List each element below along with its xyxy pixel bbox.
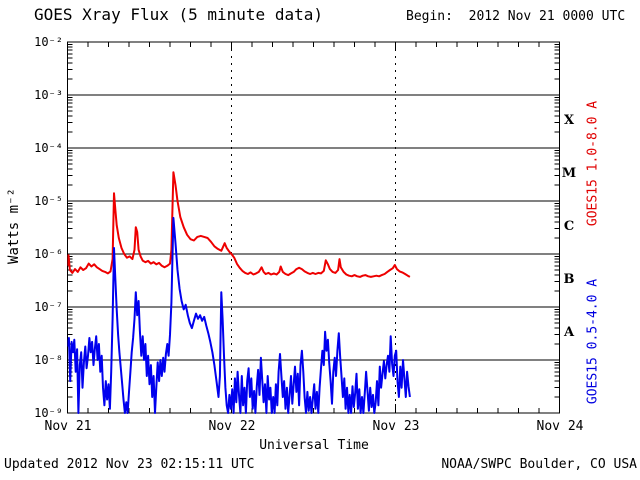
y-tick-1e-3: 10⁻³	[34, 88, 63, 102]
y-axis-title: Watts m⁻²	[6, 188, 22, 264]
y-tick-1e-8: 10⁻⁸	[34, 353, 63, 367]
flare-class-m: M	[561, 166, 577, 181]
flare-class-a: A	[563, 325, 575, 340]
flare-class-b: B	[563, 272, 575, 287]
updated-timestamp: Updated 2012 Nov 23 02:15:11 UTC	[4, 457, 255, 472]
y-tick-1e-4: 10⁻⁴	[34, 141, 63, 155]
y-tick-1e-9: 10⁻⁹	[34, 406, 63, 420]
x-axis-title: Universal Time	[259, 438, 369, 453]
source-credit: NOAA/SWPC Boulder, CO USA	[441, 457, 637, 472]
y-tick-1e-6: 10⁻⁶	[34, 247, 63, 261]
series-label-long-channel: GOES15 1.0-8.0 A	[585, 100, 601, 227]
x-tick-nov21: Nov 21	[44, 419, 92, 434]
y-tick-1e-2: 10⁻²	[34, 35, 63, 49]
y-tick-1e-7: 10⁻⁷	[34, 300, 63, 314]
x-tick-nov22: Nov 22	[208, 419, 256, 434]
series-label-short-channel: GOES15 0.5-4.0 A	[585, 278, 601, 405]
y-tick-1e-5: 10⁻⁵	[34, 194, 63, 208]
x-tick-nov23: Nov 23	[372, 419, 420, 434]
flare-class-x: X	[563, 113, 575, 128]
flare-class-c: C	[563, 219, 575, 234]
begin-timestamp: Begin: 2012 Nov 21 0000 UTC	[406, 9, 626, 24]
x-tick-nov24: Nov 24	[536, 419, 584, 434]
chart-title: GOES Xray Flux (5 minute data)	[34, 5, 323, 24]
